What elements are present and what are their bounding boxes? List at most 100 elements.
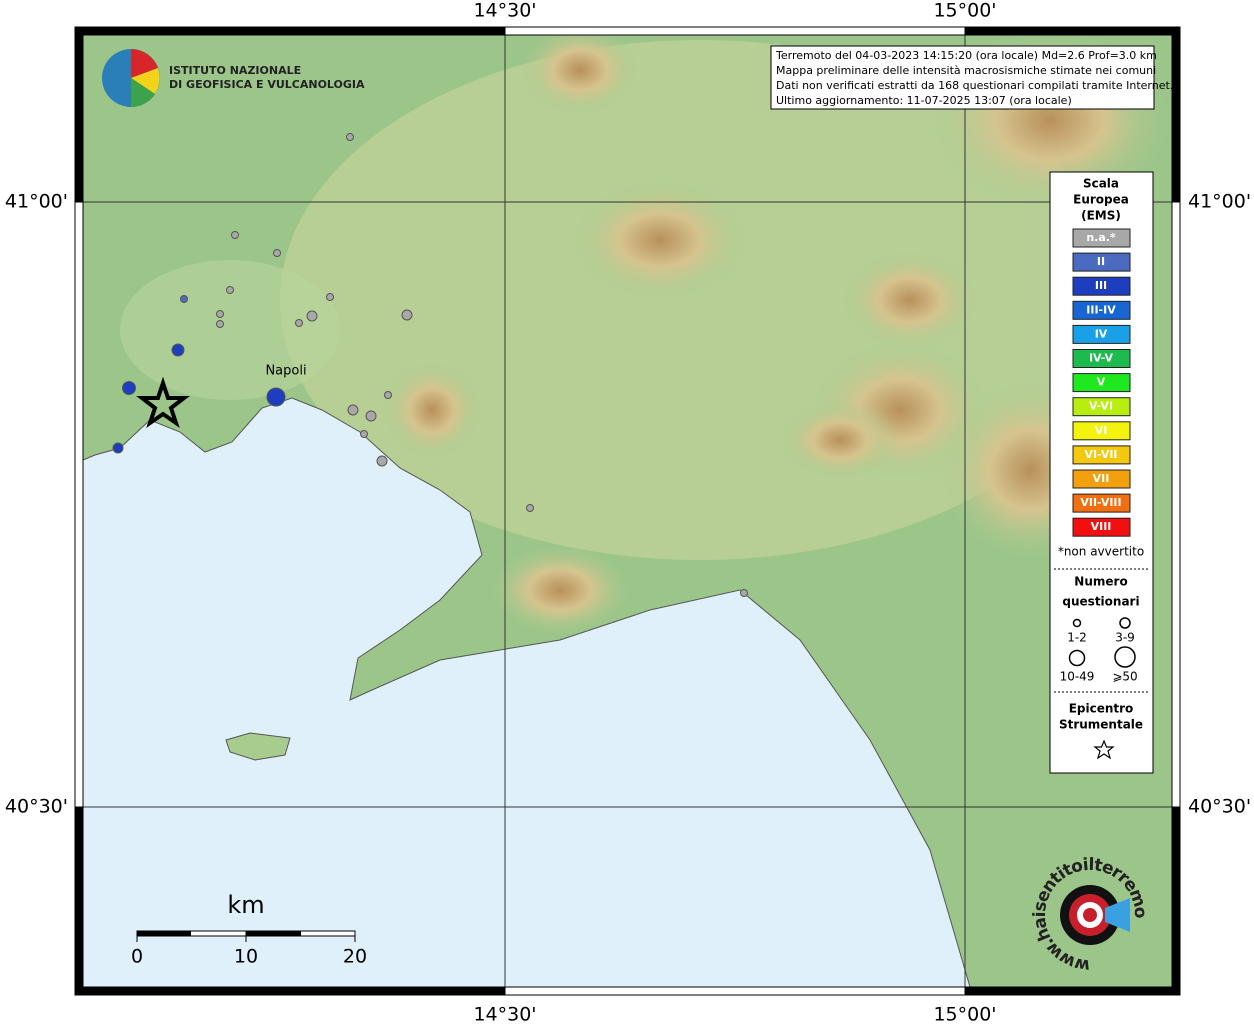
info-line: Dati non verificati estratti da 168 ques… (776, 79, 1173, 92)
scale-unit: km (227, 891, 264, 919)
intensity-point (295, 319, 303, 327)
legend-size (1119, 617, 1131, 629)
legend-label: V-VI (1089, 400, 1113, 413)
frame-bar (964, 986, 1181, 996)
frame-bar (504, 26, 966, 36)
lat-label: 41°00' (5, 191, 68, 213)
info-box (770, 45, 1155, 110)
frame-bar (1171, 201, 1181, 808)
intensity-point (740, 589, 748, 597)
legend-swatch (1072, 324, 1131, 344)
legend-label: VIII (1091, 520, 1112, 533)
legend-label: VI-VII (1084, 448, 1117, 461)
legend-title: Numero (1074, 575, 1127, 589)
intensity-point (180, 295, 188, 303)
lat-label: 40°30' (5, 796, 68, 818)
legend-size (1068, 649, 1086, 667)
epicenter (136, 376, 190, 429)
legend-star (1093, 739, 1115, 760)
scale-label: 20 (343, 946, 367, 968)
lat-label: 40°30' (1188, 796, 1251, 818)
intensity-point (112, 442, 124, 454)
intensity-point (216, 320, 224, 328)
scale-bar: km 0 10 20 (131, 891, 367, 968)
intensity-points (112, 133, 748, 597)
intensity-point (306, 310, 318, 322)
legend-title: questionari (1062, 595, 1139, 609)
frame-bar (74, 806, 84, 996)
legend-swatch (1072, 373, 1131, 393)
frame: 14°30' 15°00' 14°30' 15°00' 41°00' 40°30' 41°0… (5, 0, 1251, 1024)
place-label: Napoli (265, 364, 306, 379)
intensity-point (346, 133, 354, 141)
frame-bar (964, 26, 1181, 36)
relief (120, 25, 1170, 635)
frame-bar (74, 201, 84, 808)
legend-swatch (1072, 252, 1131, 272)
legend-title: Scala (1083, 177, 1119, 191)
legend-label: IV (1095, 327, 1108, 340)
frame-bar (74, 986, 506, 996)
intensity-point (365, 410, 377, 422)
intensity-point (326, 293, 334, 301)
legend-swatch (1072, 445, 1131, 465)
legend-label: VII (1093, 472, 1110, 485)
legend-size-label: 10-49 (1060, 670, 1095, 684)
frame-bar (1171, 26, 1181, 203)
intensity-point (384, 391, 392, 399)
intensity-point (171, 343, 185, 357)
logo-text: DI GEOFISICA E VULCANOLOGIA (169, 78, 365, 91)
intensity-point (266, 387, 286, 407)
sea (82, 397, 971, 988)
intensity-point (122, 381, 136, 395)
legend-label: III-IV (1086, 303, 1116, 316)
legend-swatch (1072, 228, 1131, 248)
intensity-point (360, 430, 368, 438)
legend-label: n.a.* (1086, 231, 1116, 244)
intensity-point (376, 455, 388, 467)
lat-label: 41°00' (1188, 191, 1251, 213)
intensity-point (273, 249, 281, 257)
frame-bar (74, 26, 506, 36)
lon-label: 14°30' (473, 0, 536, 22)
info-line: Mappa preliminare delle intensità macros… (776, 64, 1156, 77)
legend-label: VI (1095, 424, 1108, 437)
legend-swatch (1072, 469, 1131, 489)
lon-label: 15°00' (933, 0, 996, 22)
frame-bar (504, 986, 966, 996)
legend-swatch (1072, 300, 1131, 320)
legend-swatch (1072, 517, 1131, 537)
legend-size-label: ⩾50 (1112, 670, 1137, 684)
legend-swatch (1072, 276, 1131, 296)
graticule (83, 35, 1172, 987)
legend-label: IV-V (1089, 352, 1114, 365)
legend-size (1114, 646, 1136, 668)
logo-text: ISTITUTO NAZIONALE (169, 64, 301, 77)
legend-label: VII-VIII (1080, 496, 1121, 509)
legend-size-label: 3-9 (1115, 631, 1135, 645)
scale-label: 0 (131, 946, 143, 968)
legend-title: (EMS) (1081, 209, 1121, 223)
intensity-point (216, 310, 224, 318)
intensity-point (231, 231, 239, 239)
intensity-point (526, 504, 534, 512)
legend-size-label: 1-2 (1067, 631, 1087, 645)
legend-label: III (1095, 279, 1107, 292)
legend-title: Strumentale (1059, 718, 1143, 732)
intensity-point (401, 309, 413, 321)
info-line: Terremoto del 04-03-2023 14:15:20 (ora l… (775, 49, 1157, 62)
legend-title: Epicentro (1069, 702, 1134, 716)
intensity-point (347, 404, 359, 416)
intensity-point (226, 286, 234, 294)
lon-label: 15°00' (933, 1004, 996, 1024)
frame-bar (74, 26, 84, 203)
frame-bar (1171, 806, 1181, 996)
lon-label: 14°30' (473, 1004, 536, 1024)
legend-swatch (1072, 421, 1131, 441)
legend-label: II (1097, 255, 1105, 268)
logo: ISTITUTO NAZIONALE DI GEOFISICA E VULCAN… (102, 49, 365, 107)
capri (225, 732, 291, 761)
legend-title: Europea (1073, 193, 1129, 207)
legend-label: V (1097, 376, 1106, 389)
